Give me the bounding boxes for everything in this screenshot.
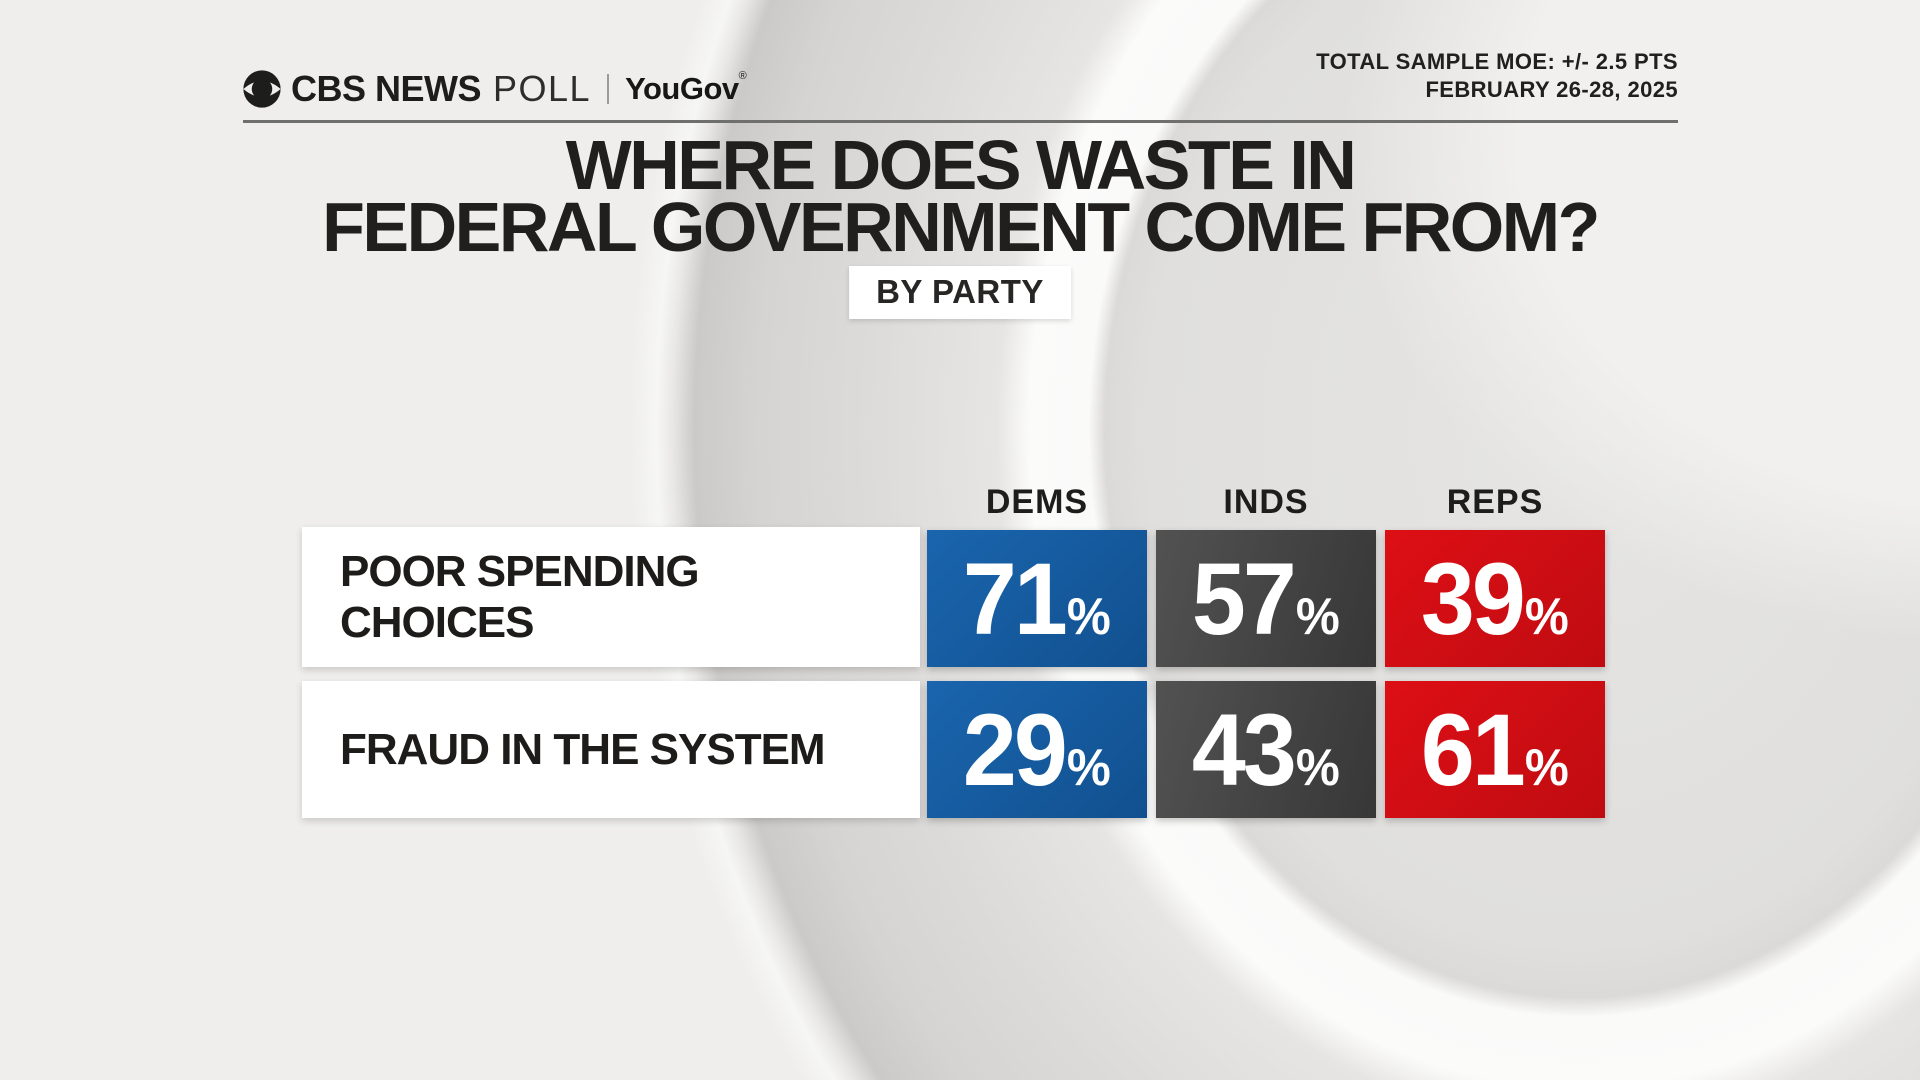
percent-sign: % xyxy=(1296,587,1340,646)
value: 57% xyxy=(1192,548,1340,650)
value: 29% xyxy=(963,699,1111,801)
by-party-badge: BY PARTY xyxy=(849,266,1071,319)
cell-dems-fraud: 29% xyxy=(927,681,1147,818)
title-line-2: FEDERAL GOVERNMENT COME FROM? xyxy=(322,188,1600,266)
percent-sign: % xyxy=(1296,738,1340,797)
value-number: 39 xyxy=(1421,541,1526,656)
row-label-line: POOR SPENDING xyxy=(340,546,700,596)
logo-divider xyxy=(607,74,610,104)
value: 71% xyxy=(963,548,1111,650)
value: 43% xyxy=(1192,699,1340,801)
cbs-news-poll-logo: CBS NEWS POLL YouGov® xyxy=(243,68,747,110)
cell-dems-poor-spending: 71% xyxy=(927,530,1147,667)
cell-inds-poor-spending: 57% xyxy=(1156,530,1376,667)
row-label-poor-spending: POOR SPENDING CHOICES xyxy=(302,527,920,667)
registered-mark: ® xyxy=(738,70,747,82)
header-rule xyxy=(243,120,1678,123)
yougov-logo: YouGov® xyxy=(625,70,747,107)
column-header-reps: REPS xyxy=(1446,483,1544,521)
percent-sign: % xyxy=(1525,587,1569,646)
cell-reps-fraud: 61% xyxy=(1385,681,1605,818)
yougov-text: YouGov xyxy=(625,71,739,106)
moe-line: TOTAL SAMPLE MOE: +/- 2.5 PTS xyxy=(1316,49,1678,74)
row-label-line: FRAUD IN THE SYSTEM xyxy=(340,724,826,774)
row-label-line: CHOICES xyxy=(340,598,534,647)
value-number: 43 xyxy=(1192,692,1297,807)
cell-reps-poor-spending: 39% xyxy=(1385,530,1605,667)
value: 61% xyxy=(1421,699,1569,801)
percent-sign: % xyxy=(1067,587,1111,646)
row-label-fraud: FRAUD IN THE SYSTEM xyxy=(302,681,920,818)
poll-text: POLL xyxy=(493,68,592,109)
value-number: 57 xyxy=(1192,541,1297,656)
page-title: WHERE DOES WASTE IN FEDERAL GOVERNMENT C… xyxy=(0,126,1920,266)
title-line-1: WHERE DOES WASTE IN xyxy=(565,126,1357,204)
cbs-eye-icon xyxy=(243,70,281,108)
sample-note: TOTAL SAMPLE MOE: +/- 2.5 PTS FEBRUARY 2… xyxy=(1316,48,1678,104)
cbs-news-text: CBS NEWS xyxy=(291,68,482,109)
value-number: 29 xyxy=(963,692,1068,807)
percent-sign: % xyxy=(1067,738,1111,797)
column-header-dems: DEMS xyxy=(985,483,1089,521)
value-number: 71 xyxy=(963,541,1068,656)
date-line: FEBRUARY 26-28, 2025 xyxy=(1425,77,1678,102)
column-header-inds: INDS xyxy=(1223,483,1309,521)
percent-sign: % xyxy=(1525,738,1569,797)
value: 39% xyxy=(1421,548,1569,650)
cell-inds-fraud: 43% xyxy=(1156,681,1376,818)
value-number: 61 xyxy=(1421,692,1526,807)
